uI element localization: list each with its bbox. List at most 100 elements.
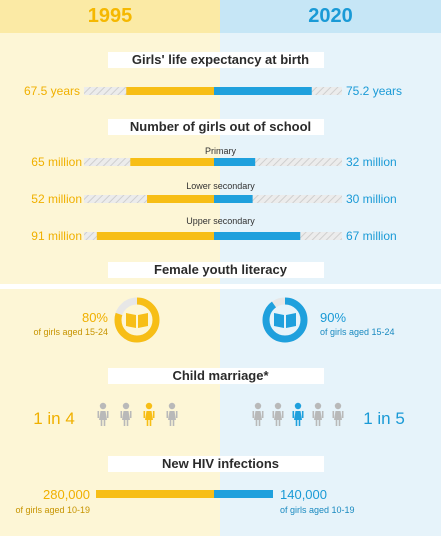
girl-icon-1995-2-head [122,402,130,410]
girl-icon-1995-1 [97,402,109,426]
donut-literacy-1995-arc [114,297,160,343]
girl-icon-2020-3-leg-left [295,420,298,426]
value-marriage-1995: 1 in 4 [33,409,75,428]
value-lower-1995: 52 million [31,192,82,206]
girl-icon-1995-3-head [145,402,153,410]
girl-icon-2020-2-dress [274,411,282,420]
girl-icon-1995-4-dress [168,411,176,420]
girl-icon-1995-4-leg-right [172,420,175,426]
girl-icon-2020-4-head [314,402,322,410]
bar-upper-2020 [214,232,301,240]
girl-icon-1995-2-leg-left [123,420,126,426]
title-hiv: New HIV infections [161,456,280,471]
girl-icon-2020-1-leg-left [255,420,258,426]
bar-hiv-1995 [96,490,214,498]
girl-icon-2020-2-leg-right [278,420,281,426]
girl-icon-2020-1 [252,402,264,426]
bar-life-2020 [214,87,312,95]
girl-icon-1995-1-leg-right [103,420,106,426]
girl-icon-2020-2-arm-right [281,411,284,418]
girl-icon-1995-4-head [168,402,176,410]
girl-icon-1995-4-leg-left [169,420,172,426]
girl-icon-2020-1-head [254,402,262,410]
donut-literacy-1995-book-icon-left [126,313,136,328]
donut-literacy-1995-book-icon-right [138,313,148,328]
bar-primary-2020 [214,158,256,166]
girl-icon-2020-3-head [294,402,302,410]
girl-icon-1995-2 [120,402,132,426]
girl-icon-2020-1-arm-right [261,411,264,418]
girl-icon-2020-3 [292,402,304,426]
sub-literacy-1995: of girls aged 15-24 [33,327,108,337]
girl-icon-1995-3 [143,402,155,426]
girl-icon-1995-1-leg-left [100,420,103,426]
girl-icon-1995-3-leg-left [146,420,149,426]
title-child-marriage: Child marriage* [172,368,269,383]
girl-icon-2020-2-arm-left [272,411,275,418]
girl-icon-2020-5-head [334,402,342,410]
bar-lower-1995 [147,195,214,203]
girl-icon-1995-1-dress [99,411,107,420]
title-literacy: Female youth literacy [154,262,287,277]
panel-divider [0,284,441,289]
banner-literacy [108,262,324,278]
sub-hiv-2020: of girls aged 10-19 [280,505,355,515]
donut-literacy-2020-book-icon-left [274,313,284,328]
banner-life-expectancy [108,52,324,68]
title-life-expectancy: Girls' life expectancy at birth [131,52,310,67]
girl-icon-1995-3-arm-left [143,411,146,418]
girl-icon-2020-3-arm-right [301,411,304,418]
girl-icon-2020-3-arm-left [292,411,295,418]
bar-hiv-2020 [214,490,273,498]
banner-out-of-school [108,119,324,135]
category-lower-secondary: Lower secondary [186,181,255,191]
bar-primary-1995 [130,158,214,166]
girl-icon-2020-2-leg-left [275,420,278,426]
banner-hiv [108,456,324,472]
value-upper-2020: 67 million [346,229,397,243]
donut-literacy-2020-book-icon-right [286,313,296,328]
girl-icon-2020-4-leg-left [315,420,318,426]
girl-icon-1995-2-leg-right [126,420,129,426]
girl-icon-2020-4-arm-left [312,411,315,418]
girl-icon-1995-3-dress [145,411,153,420]
girl-icon-2020-5-arm-left [332,411,335,418]
girl-icon-2020-4-leg-right [318,420,321,426]
category-upper-secondary: Upper secondary [186,216,255,226]
value-marriage-2020: 1 in 5 [363,409,405,428]
girl-icon-2020-5-dress [334,411,342,420]
girl-icon-1995-2-dress [122,411,130,420]
girl-icon-2020-1-arm-left [252,411,255,418]
girl-icon-2020-4 [312,402,324,426]
girl-icon-1995-1-head [99,402,107,410]
donut-literacy-2020-arc [262,297,308,343]
girl-icon-1995-3-leg-right [149,420,152,426]
bar-upper-1995 [96,232,214,240]
girl-icon-1995-4 [166,402,178,426]
value-hiv-1995: 280,000 [43,487,90,502]
sub-hiv-1995: of girls aged 10-19 [15,505,90,515]
title-out-of-school: Number of girls out of school [129,119,312,134]
value-literacy-1995: 80% [81,310,108,325]
girl-icon-1995-1-arm-right [106,411,109,418]
bar-life-1995 [126,87,214,95]
girl-icon-2020-1-leg-right [258,420,261,426]
girl-icon-2020-5-arm-right [341,411,344,418]
girl-icon-2020-5-leg-left [335,420,338,426]
girl-icon-1995-3-arm-right [152,411,155,418]
value-life-1995: 67.5 years [23,84,80,98]
girl-icon-2020-3-leg-right [298,420,301,426]
girl-icon-1995-2-arm-right [129,411,132,418]
value-lower-2020: 30 million [346,192,397,206]
category-primary: Primary [205,146,236,156]
girl-icon-2020-1-dress [254,411,262,420]
girl-icon-1995-4-arm-left [166,411,169,418]
girl-icon-2020-5 [332,402,344,426]
girl-icon-2020-5-leg-right [338,420,341,426]
sub-literacy-2020: of girls aged 15-24 [320,327,395,337]
value-literacy-2020: 90% [320,310,347,325]
value-life-2020: 75.2 years [346,84,403,98]
girl-icon-2020-4-arm-right [321,411,324,418]
girl-icon-1995-4-arm-right [175,411,178,418]
